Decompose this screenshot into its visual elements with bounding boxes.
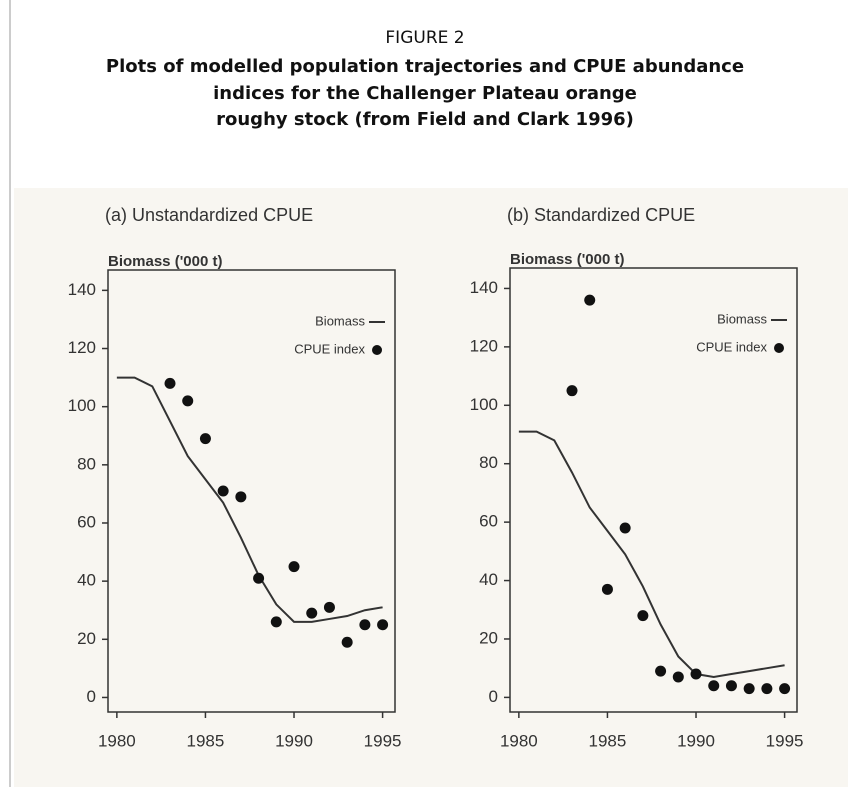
y-tick-label: 140 bbox=[470, 278, 498, 297]
y-tick-label: 60 bbox=[77, 512, 96, 531]
x-tick-label: 1980 bbox=[500, 731, 538, 750]
x-tick-label: 1990 bbox=[275, 731, 313, 750]
cpue-point bbox=[708, 680, 720, 692]
biomass-line bbox=[116, 376, 383, 623]
cpue-point bbox=[182, 395, 194, 407]
cpue-point bbox=[199, 433, 211, 445]
x-tick-label: 1990 bbox=[677, 731, 715, 750]
x-tick-label: 1985 bbox=[589, 731, 627, 750]
cpue-point bbox=[217, 485, 229, 497]
cpue-point bbox=[584, 294, 596, 306]
y-tick-label: 100 bbox=[68, 396, 96, 415]
legend-label: CPUE index bbox=[696, 339, 767, 354]
figure-title: roughy stock (from Field and Clark 1996) bbox=[216, 109, 634, 130]
y-tick-label: 140 bbox=[68, 280, 96, 299]
y-axis-label: Biomass ('000 t) bbox=[510, 251, 624, 268]
cpue-point bbox=[761, 683, 773, 695]
figure-label: FIGURE 2 bbox=[385, 28, 464, 48]
cpue-point bbox=[359, 619, 371, 631]
x-tick-label: 1995 bbox=[364, 731, 402, 750]
y-axis-label: Biomass ('000 t) bbox=[108, 253, 222, 270]
biomass-line bbox=[518, 430, 785, 678]
y-tick-label: 80 bbox=[77, 454, 96, 473]
y-tick-label: 0 bbox=[489, 687, 498, 706]
cpue-point bbox=[779, 683, 791, 695]
y-tick-label: 40 bbox=[479, 570, 498, 589]
y-tick-label: 20 bbox=[479, 628, 498, 647]
x-tick-label: 1995 bbox=[766, 731, 804, 750]
y-tick-label: 60 bbox=[479, 512, 498, 531]
cpue-point bbox=[672, 671, 684, 683]
cpue-point bbox=[619, 522, 631, 534]
y-tick-label: 0 bbox=[87, 687, 96, 706]
cpue-point bbox=[377, 619, 389, 631]
y-tick-label: 120 bbox=[68, 338, 96, 357]
panel-title: (b) Standardized CPUE bbox=[507, 205, 695, 225]
y-tick-label: 20 bbox=[77, 629, 96, 648]
cpue-point bbox=[655, 665, 667, 677]
plot-frame bbox=[107, 269, 396, 713]
figure-background bbox=[14, 188, 848, 787]
cpue-point bbox=[566, 385, 578, 397]
cpue-point bbox=[725, 680, 737, 692]
figure-title: indices for the Challenger Plateau orang… bbox=[213, 83, 637, 104]
legend-label: Biomass bbox=[717, 311, 767, 326]
plot-frame bbox=[509, 267, 798, 713]
cpue-point bbox=[743, 683, 755, 695]
cpue-point bbox=[253, 572, 265, 584]
legend-marker bbox=[372, 345, 382, 355]
cpue-point bbox=[690, 668, 702, 680]
legend-label: Biomass bbox=[315, 313, 365, 328]
x-tick-label: 1980 bbox=[98, 731, 136, 750]
cpue-point bbox=[306, 607, 318, 619]
cpue-point bbox=[235, 491, 247, 503]
cpue-point bbox=[288, 561, 300, 573]
cpue-point bbox=[164, 377, 176, 389]
y-tick-label: 100 bbox=[470, 395, 498, 414]
cpue-point bbox=[637, 610, 649, 622]
cpue-point bbox=[341, 636, 353, 648]
y-tick-label: 40 bbox=[77, 571, 96, 590]
figure-title: Plots of modelled population trajectorie… bbox=[106, 56, 744, 77]
panel-title: (a) Unstandardized CPUE bbox=[105, 205, 313, 225]
y-tick-label: 120 bbox=[470, 336, 498, 355]
legend-label: CPUE index bbox=[294, 341, 365, 356]
x-tick-label: 1985 bbox=[187, 731, 225, 750]
cpue-point bbox=[601, 583, 613, 595]
cpue-point bbox=[323, 601, 335, 613]
cpue-point bbox=[270, 616, 282, 628]
legend-marker bbox=[774, 343, 784, 353]
y-tick-label: 80 bbox=[479, 453, 498, 472]
